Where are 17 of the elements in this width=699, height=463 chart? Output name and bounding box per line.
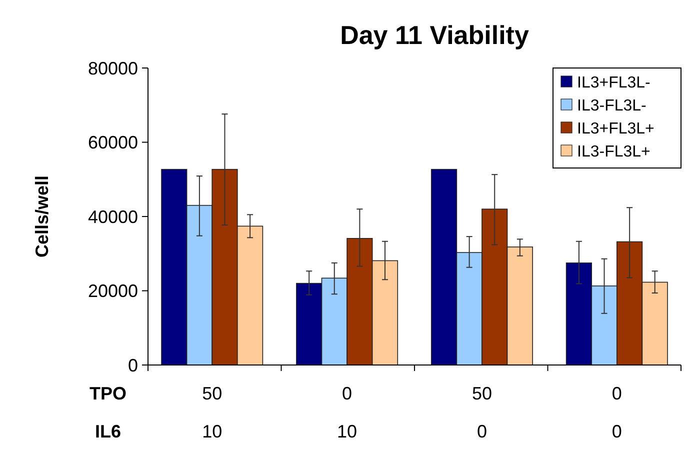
legend-label: IL3-FL3L-: [577, 98, 646, 115]
legend-label: IL3+FL3L-: [577, 74, 650, 92]
y-tick-label: 80000: [88, 58, 138, 78]
y-tick-label: 0: [128, 355, 138, 376]
y-tick-label: 20000: [88, 281, 138, 302]
y-tick-label: 40000: [88, 206, 138, 227]
legend-label: IL3-FL3L+: [577, 144, 650, 161]
y-tick-label: 60000: [88, 132, 138, 153]
x-tick-label: 0 10: [337, 383, 358, 442]
x-tick-label: 0 0: [612, 383, 622, 442]
y-axis-title: Cells/well: [32, 175, 52, 258]
x-tick-label: 50 0: [472, 383, 492, 442]
text: IL6: [94, 421, 122, 442]
x-tick-label: 50 10: [202, 383, 222, 442]
text: TPO: [89, 383, 127, 404]
legend-label: IL3+FL3L+: [577, 120, 654, 138]
chart-title: Day 11 Viability: [340, 20, 530, 50]
